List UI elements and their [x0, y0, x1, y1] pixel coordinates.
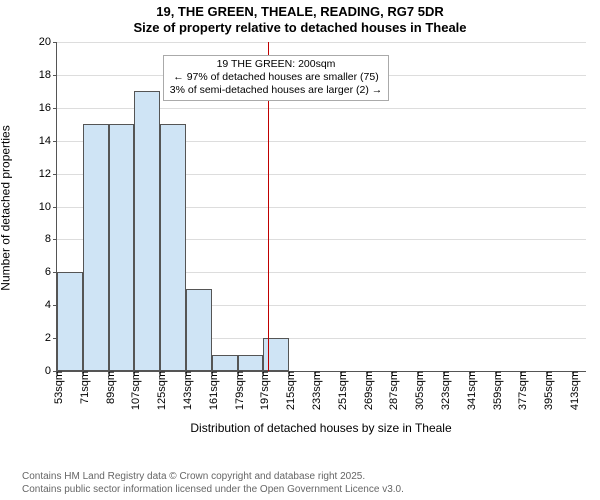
- y-tick-label: 18: [37, 69, 57, 81]
- x-tick-label: 413sqm: [565, 371, 581, 410]
- y-axis-label: Number of detached properties: [0, 38, 14, 378]
- chart-title-sub: Size of property relative to detached ho…: [0, 20, 600, 38]
- x-tick-label: 179sqm: [230, 371, 246, 410]
- y-tick-label: 14: [37, 135, 57, 147]
- legend-line: 19 THE GREEN: 200sqm: [170, 58, 382, 71]
- x-tick-label: 269sqm: [359, 371, 375, 410]
- x-tick-label: 287sqm: [384, 371, 400, 410]
- x-tick-label: 125sqm: [152, 371, 168, 410]
- chart-title-main: 19, THE GREEN, THEALE, READING, RG7 5DR: [0, 0, 600, 20]
- y-tick-label: 8: [43, 233, 57, 245]
- chart-area: Number of detached properties 0246810121…: [0, 38, 600, 438]
- x-tick-label: 89sqm: [101, 371, 117, 404]
- y-tick-label: 10: [37, 201, 57, 213]
- footer-line-1: Contains HM Land Registry data © Crown c…: [22, 471, 404, 484]
- legend-box: 19 THE GREEN: 200sqm← 97% of detached ho…: [163, 55, 389, 100]
- x-tick-label: 215sqm: [281, 371, 297, 410]
- x-tick-label: 359sqm: [488, 371, 504, 410]
- x-tick-label: 305sqm: [410, 371, 426, 410]
- y-tick-label: 2: [43, 332, 57, 344]
- y-tick-label: 4: [43, 299, 57, 311]
- x-tick-label: 341sqm: [462, 371, 478, 410]
- x-tick-label: 323sqm: [436, 371, 452, 410]
- histogram-bar: [238, 355, 264, 371]
- legend-line: 3% of semi-detached houses are larger (2…: [170, 84, 382, 97]
- x-tick-label: 71sqm: [75, 371, 91, 404]
- histogram-bar: [160, 124, 186, 371]
- y-tick-label: 6: [43, 266, 57, 278]
- y-tick-label: 16: [37, 102, 57, 114]
- x-tick-label: 251sqm: [333, 371, 349, 410]
- histogram-bar: [57, 272, 83, 371]
- gridline: [57, 42, 586, 43]
- x-tick-label: 161sqm: [204, 371, 220, 410]
- legend-line: ← 97% of detached houses are smaller (75…: [170, 71, 382, 84]
- footer-attribution: Contains HM Land Registry data © Crown c…: [22, 471, 404, 496]
- y-tick-label: 20: [37, 36, 57, 48]
- y-tick-label: 12: [37, 168, 57, 180]
- histogram-bar: [109, 124, 135, 371]
- footer-line-2: Contains public sector information licen…: [22, 484, 404, 497]
- x-tick-label: 377sqm: [513, 371, 529, 410]
- x-axis-label: Distribution of detached houses by size …: [56, 421, 586, 435]
- x-tick-label: 233sqm: [307, 371, 323, 410]
- x-tick-label: 107sqm: [126, 371, 142, 410]
- x-tick-label: 395sqm: [539, 371, 555, 410]
- histogram-bar: [212, 355, 238, 371]
- plot-area: 0246810121416182053sqm71sqm89sqm107sqm12…: [56, 42, 586, 372]
- histogram-bar: [134, 91, 160, 371]
- histogram-bar: [83, 124, 109, 371]
- x-tick-label: 143sqm: [178, 371, 194, 410]
- x-tick-label: 53sqm: [49, 371, 65, 404]
- histogram-bar: [186, 289, 212, 371]
- x-tick-label: 197sqm: [255, 371, 271, 410]
